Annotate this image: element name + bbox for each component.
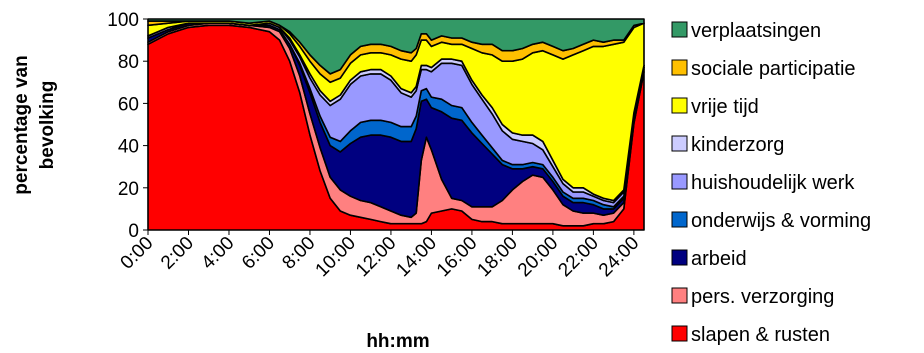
legend-label: slapen & rusten — [691, 324, 830, 346]
legend-label: onderwijs & vorming — [691, 210, 871, 232]
y-tick-label: 100 — [107, 10, 139, 31]
legend-label: sociale participatie — [691, 58, 856, 80]
y-tick-label: 60 — [118, 94, 139, 115]
legend-label: kinderzorg — [691, 134, 784, 156]
y-tick-label: 40 — [118, 137, 139, 158]
legend-label: arbeid — [691, 248, 747, 270]
legend-label: vrije tijd — [691, 96, 759, 118]
legend-swatch — [671, 211, 688, 228]
x-tick-label: 24:00 — [595, 233, 643, 281]
x-tick-label: 6:00 — [238, 233, 279, 274]
y-axis-title-line-2: bevolking — [37, 81, 58, 170]
legend-swatch — [671, 21, 688, 38]
legend-label: verplaatsingen — [691, 20, 821, 42]
legend-swatch — [671, 287, 688, 304]
legend-swatch — [671, 97, 688, 114]
legend-swatch — [671, 249, 688, 266]
legend-label: huishoudelijk werk — [691, 172, 855, 194]
area-series-group — [147, 18, 645, 231]
legend-label: pers. verzorging — [691, 286, 834, 308]
x-tick-label: 4:00 — [198, 233, 239, 274]
x-tick-label: 22:00 — [554, 233, 602, 281]
x-tick-label: 0:00 — [117, 233, 158, 274]
legend-swatch — [671, 59, 688, 76]
legend-swatch — [671, 173, 688, 190]
legend-swatch — [671, 135, 688, 152]
x-tick-label: 12:00 — [352, 233, 400, 281]
y-tick-label: 0 — [128, 221, 139, 242]
x-tick-label: 10:00 — [312, 233, 360, 281]
y-axis-title-line-1: percentage van — [11, 55, 32, 194]
x-axis-title: hh:mm — [366, 331, 429, 352]
y-tick-label: 80 — [118, 52, 139, 73]
area-verplaatsingen — [147, 18, 645, 75]
x-tick-label: 18:00 — [473, 233, 521, 281]
x-tick-label: 2:00 — [157, 233, 198, 274]
x-tick-label: 14:00 — [392, 233, 440, 281]
x-tick-label: 20:00 — [514, 233, 562, 281]
x-tick-label: 16:00 — [433, 233, 481, 281]
legend-swatch — [671, 325, 688, 342]
y-tick-label: 20 — [118, 179, 139, 200]
legend: verplaatsingen sociale participatie vrije … — [671, 20, 871, 346]
